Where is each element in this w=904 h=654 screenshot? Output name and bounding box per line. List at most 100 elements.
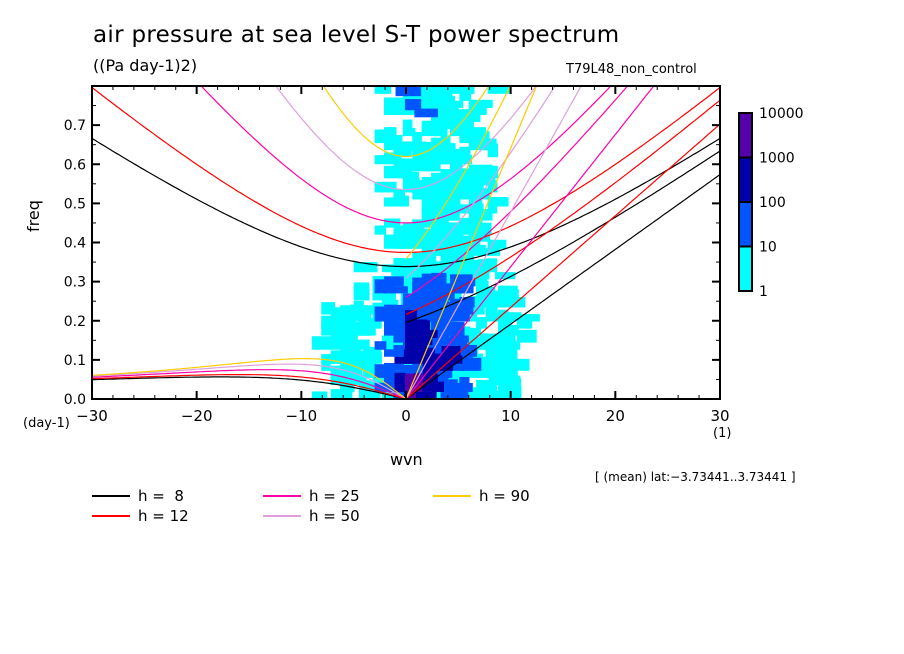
power-cell bbox=[330, 325, 341, 336]
power-cell bbox=[311, 391, 328, 399]
power-cell bbox=[479, 299, 491, 308]
power-cell bbox=[384, 362, 404, 371]
power-cell bbox=[421, 86, 434, 87]
x-axis-unit: (1) bbox=[713, 426, 732, 441]
power-cell bbox=[431, 181, 448, 193]
power-cell bbox=[431, 272, 447, 287]
power-cell bbox=[393, 304, 411, 315]
power-cell bbox=[485, 352, 498, 364]
power-cell bbox=[363, 346, 382, 357]
y-axis-unit: (day-1) bbox=[23, 416, 70, 431]
power-cell bbox=[478, 248, 496, 256]
power-cell bbox=[498, 309, 509, 322]
power-cell bbox=[468, 209, 493, 221]
y-tick-label: 0.6 bbox=[64, 157, 86, 173]
power-cell bbox=[498, 351, 508, 364]
power-cell bbox=[498, 325, 517, 336]
power-cell bbox=[330, 372, 342, 385]
y-tick-label: 0.7 bbox=[64, 118, 86, 134]
colorbar-label: 10000 bbox=[759, 106, 804, 122]
colorbar-bin bbox=[738, 156, 753, 203]
power-cell bbox=[459, 176, 473, 186]
power-cell bbox=[466, 333, 479, 343]
power-cell bbox=[393, 149, 412, 158]
colorbar-bin bbox=[738, 245, 753, 292]
power-cell bbox=[459, 182, 470, 193]
power-cell bbox=[440, 87, 451, 101]
power-cell bbox=[421, 218, 434, 228]
power-cell bbox=[507, 367, 518, 378]
power-cell bbox=[447, 367, 459, 378]
curve-ig1-h8 bbox=[92, 137, 720, 268]
x-tick-label: −20 bbox=[181, 407, 213, 425]
x-tick-label: 20 bbox=[606, 407, 625, 425]
legend-item: h = 25 bbox=[263, 486, 360, 506]
power-cell bbox=[404, 385, 416, 399]
legend-swatch bbox=[263, 495, 301, 497]
power-cell bbox=[507, 289, 519, 301]
y-tick-label: 0.2 bbox=[64, 314, 86, 330]
power-cell bbox=[459, 248, 470, 256]
power-cell bbox=[431, 146, 455, 158]
power-cell bbox=[414, 329, 438, 338]
colorbar-label: 1 bbox=[759, 284, 768, 300]
power-cell bbox=[507, 375, 521, 385]
power-cell bbox=[440, 198, 455, 207]
power-cell bbox=[431, 160, 441, 172]
power-cell bbox=[353, 282, 370, 294]
power-cell bbox=[468, 261, 484, 270]
power-cell bbox=[402, 127, 416, 137]
colorbar-label: 1000 bbox=[759, 151, 795, 167]
power-cell bbox=[440, 169, 459, 179]
power-cell bbox=[422, 381, 445, 392]
power-cell bbox=[422, 386, 435, 399]
power-cell bbox=[384, 234, 396, 242]
power-cell bbox=[459, 220, 470, 235]
power-cell bbox=[353, 262, 378, 273]
curve-ig0-h12 bbox=[405, 99, 720, 315]
power-cell bbox=[440, 318, 451, 329]
colorbar-label: 10 bbox=[759, 240, 777, 256]
legend-item: h = 90 bbox=[433, 486, 530, 506]
power-cell bbox=[394, 380, 412, 392]
region-note: [ (mean) lat:−3.73441..3.73441 ] bbox=[595, 470, 796, 484]
power-cell bbox=[421, 228, 432, 242]
power-cell bbox=[487, 165, 498, 179]
power-cell bbox=[402, 223, 425, 235]
power-cell bbox=[404, 86, 422, 97]
power-cell bbox=[487, 180, 498, 193]
power-cell bbox=[431, 205, 443, 214]
power-cell bbox=[422, 347, 435, 357]
power-cell bbox=[431, 209, 448, 221]
legend-item: h = 12 bbox=[92, 506, 189, 526]
power-cell bbox=[449, 100, 464, 108]
power-cell bbox=[349, 339, 370, 350]
power-cell bbox=[459, 86, 475, 94]
power-cell bbox=[468, 203, 484, 214]
power-cell bbox=[412, 277, 430, 287]
power-cell bbox=[440, 244, 465, 256]
power-cell bbox=[449, 210, 460, 221]
y-tick-label: 0.5 bbox=[64, 196, 86, 212]
power-cell bbox=[393, 107, 404, 115]
power-cell bbox=[479, 333, 489, 343]
curve-ig0-h25 bbox=[405, 86, 629, 298]
power-cell bbox=[403, 349, 414, 357]
power-cell bbox=[449, 335, 469, 343]
y-tick-label: 0.4 bbox=[64, 236, 86, 252]
power-cell bbox=[400, 268, 424, 280]
power-cell bbox=[449, 382, 473, 392]
power-cell bbox=[363, 382, 384, 392]
power-cell bbox=[449, 360, 465, 371]
power-cell bbox=[431, 155, 449, 165]
power-cell bbox=[516, 329, 537, 343]
power-cell bbox=[498, 374, 511, 385]
power-cell bbox=[488, 376, 505, 385]
curve-ig1-h12 bbox=[92, 87, 720, 253]
power-cell bbox=[459, 154, 473, 165]
power-cell bbox=[440, 237, 461, 249]
power-cell bbox=[459, 118, 474, 130]
power-cell bbox=[478, 259, 494, 270]
power-cell bbox=[358, 352, 382, 364]
power-cell bbox=[485, 346, 500, 357]
